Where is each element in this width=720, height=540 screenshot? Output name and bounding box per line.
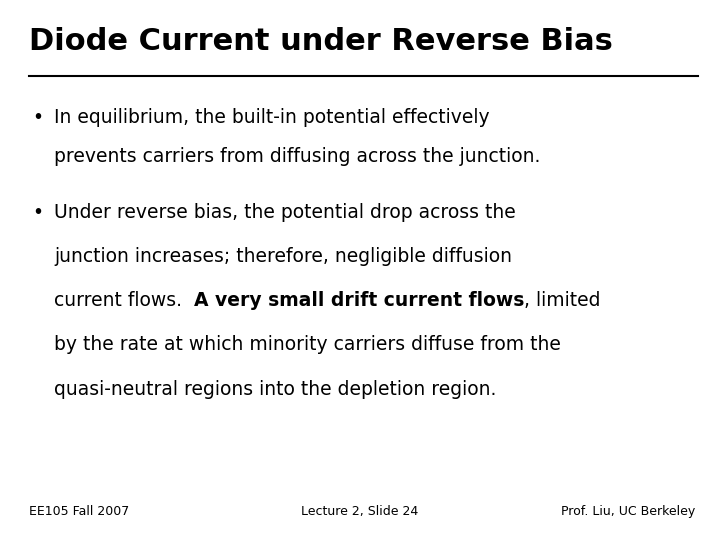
Text: , limited: , limited — [524, 291, 601, 310]
Text: quasi-neutral regions into the depletion region.: quasi-neutral regions into the depletion… — [54, 380, 496, 399]
Text: Diode Current under Reverse Bias: Diode Current under Reverse Bias — [29, 27, 613, 56]
Text: In equilibrium, the built-in potential effectively: In equilibrium, the built-in potential e… — [54, 108, 490, 127]
Text: Prof. Liu, UC Berkeley: Prof. Liu, UC Berkeley — [561, 505, 695, 518]
Text: •: • — [32, 202, 43, 221]
Text: current flows.: current flows. — [54, 291, 194, 310]
Text: junction increases; therefore, negligible diffusion: junction increases; therefore, negligibl… — [54, 247, 512, 266]
Text: •: • — [32, 108, 43, 127]
Text: EE105 Fall 2007: EE105 Fall 2007 — [29, 505, 129, 518]
Text: by the rate at which minority carriers diffuse from the: by the rate at which minority carriers d… — [54, 335, 561, 354]
Text: Under reverse bias, the potential drop across the: Under reverse bias, the potential drop a… — [54, 202, 516, 221]
Text: A very small drift current flows: A very small drift current flows — [194, 291, 524, 310]
Text: prevents carriers from diffusing across the junction.: prevents carriers from diffusing across … — [54, 147, 541, 166]
Text: Lecture 2, Slide 24: Lecture 2, Slide 24 — [302, 505, 418, 518]
